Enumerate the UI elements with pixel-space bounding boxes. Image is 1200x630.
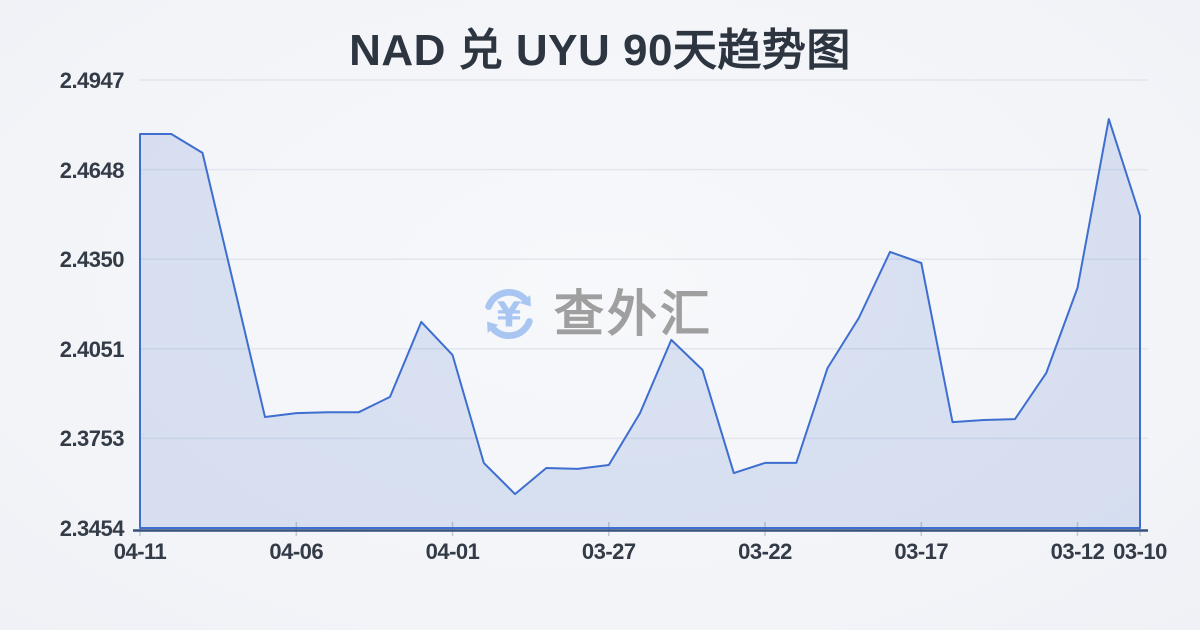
x-axis-label: 03-10 [1113, 539, 1167, 564]
chart-title: NAD 兑 UYU 90天趋势图 [349, 26, 851, 75]
x-axis-label: 03-22 [738, 539, 792, 564]
x-axis-label: 03-12 [1050, 539, 1105, 564]
y-axis-label: 2.4947 [59, 68, 125, 93]
y-axis-labels: 2.4947 2.4648 2.4350 2.4051 2.3753 2.3454 [28, 0, 125, 630]
y-axis-label: 2.3753 [59, 426, 125, 452]
x-axis-label: 04-11 [113, 539, 167, 564]
y-axis-label: 2.4350 [59, 247, 125, 273]
y-axis-label: 2.3454 [59, 516, 125, 541]
currency-exchange-icon: ¥ [485, 288, 533, 340]
x-axis-labels: 04-11 04-06 04-01 03-27 03-22 03-17 03-12 03-10 [0, 539, 1200, 569]
x-axis-label: 03-27 [581, 539, 636, 564]
watermark: ¥ 查外汇 [478, 282, 713, 346]
y-axis-label: 2.4051 [59, 336, 125, 362]
yen-symbol: ¥ [497, 294, 522, 335]
x-axis-label: 04-06 [269, 539, 324, 564]
watermark-text: 查外汇 [554, 286, 713, 342]
x-axis-label: 03-17 [894, 539, 949, 564]
y-axis-label: 2.4648 [59, 157, 125, 183]
x-axis-label: 04-01 [425, 539, 480, 564]
